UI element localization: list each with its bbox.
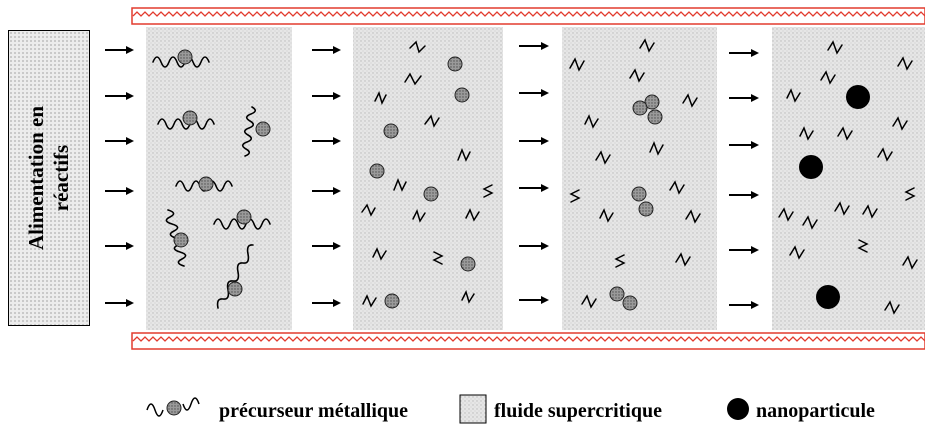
metal-atom-icon [609, 286, 625, 302]
ligand-icon [802, 215, 818, 230]
ligand-icon [599, 208, 614, 223]
ligand-icon [482, 184, 494, 198]
ligand-icon [569, 189, 581, 203]
ligand-icon [409, 40, 426, 54]
ligand-icon [884, 300, 900, 315]
stage-2-species [361, 40, 494, 309]
metal-atom-icon [644, 94, 660, 110]
metal-atom-icon [454, 87, 470, 103]
legend-symbols [146, 394, 749, 424]
ligand-icon [374, 90, 387, 106]
precursor-molecule-icon [213, 209, 271, 230]
ligand-icon [799, 126, 814, 141]
ligand-icon [569, 57, 585, 72]
ligand-icon [412, 208, 426, 223]
legend: précurseur métallique fluide supercritiq… [0, 392, 925, 428]
ligand-icon [904, 187, 916, 201]
precursor-molecule-icon [165, 209, 189, 267]
ligand-icon [786, 88, 801, 103]
fluid-panel-2 [353, 27, 503, 330]
metal-atom-icon [622, 295, 638, 311]
ligand-icon [457, 147, 471, 162]
ligand-icon [424, 114, 440, 128]
legend-precursor-label: précurseur métallique [219, 400, 409, 422]
ligand-icon [372, 247, 387, 261]
ligand-icon [581, 294, 597, 309]
bottom-wall-zigzag [132, 336, 925, 342]
ligand-icon [639, 38, 655, 53]
metal-atom-icon [631, 186, 647, 202]
ligand-icon [629, 68, 645, 83]
reactor-walls [131, 7, 925, 350]
ligand-icon [432, 251, 444, 265]
ligand-icon [902, 255, 918, 270]
nanoparticle-icon [846, 85, 870, 109]
feed-label-line-2: réactifs [49, 144, 73, 212]
ligand-icon [404, 72, 422, 86]
ligand-icon [393, 177, 407, 192]
metal-atom-icon [647, 109, 663, 125]
ligand-icon [837, 126, 853, 141]
ligand-icon [669, 180, 685, 195]
metal-atom-icon [384, 293, 400, 309]
stage-3-species [569, 38, 701, 311]
legend-fluid-icon [459, 394, 487, 424]
nanoparticle-icon [799, 155, 823, 179]
ligand-icon [897, 56, 913, 71]
ligand-icon [862, 204, 878, 219]
ligand-icon [857, 239, 869, 253]
ligand-icon [789, 245, 805, 260]
precursor-molecule-icon [216, 244, 254, 309]
fluid-panel-1 [146, 27, 292, 330]
ligand-icon [834, 201, 850, 216]
fluid-panel-4 [772, 27, 925, 330]
bottom-wall [131, 332, 925, 350]
ligand-icon [820, 70, 836, 85]
flow-arrows [105, 42, 759, 309]
metal-atom-icon [423, 186, 439, 202]
ligand-icon [778, 207, 794, 222]
ligand-icon [584, 114, 599, 129]
ligand-icon [649, 140, 664, 156]
ligand-icon [892, 116, 908, 131]
nanoparticle-icon [816, 285, 840, 309]
ligand-icon [461, 289, 475, 304]
legend-nanoparticle-icon [727, 398, 749, 420]
ligand-icon [465, 208, 480, 222]
legend-precursor-icon [146, 397, 200, 417]
precursor-molecule-icon [175, 176, 233, 192]
legend-nanoparticle-label: nanoparticule [756, 400, 875, 422]
metal-atom-icon [369, 163, 385, 179]
metal-atom-icon [632, 100, 648, 116]
precursor-molecule-icon [157, 110, 215, 130]
stage-4-species [778, 40, 918, 315]
precursor-molecule-icon [152, 49, 210, 68]
fluid-panels [146, 27, 925, 330]
metal-atom-icon [447, 56, 463, 72]
top-wall-zigzag [132, 11, 925, 17]
ligand-icon [614, 254, 626, 268]
legend-fluid-label: fluide supercritique [494, 400, 662, 422]
ligand-icon [877, 147, 893, 162]
metal-atom-icon [638, 201, 654, 217]
ligand-icon [675, 252, 691, 267]
fluid-panel-3 [562, 27, 717, 330]
feed-label-line-1: Alimentation en [24, 105, 48, 251]
reactant-feed-label: Alimentation en réactifs [24, 106, 74, 250]
ligand-icon [827, 40, 843, 55]
ligand-icon [362, 294, 377, 308]
metal-atom-icon [383, 123, 399, 139]
reactant-feed-box: Alimentation en réactifs [8, 30, 90, 326]
precursor-molecule-icon [241, 106, 271, 157]
stage-1-precursors [152, 49, 271, 309]
ligand-icon [685, 209, 701, 224]
ligand-icon [361, 203, 376, 217]
top-wall [131, 7, 925, 25]
ligand-icon [595, 150, 611, 165]
metal-atom-icon [460, 256, 476, 272]
ligand-icon [682, 93, 698, 108]
